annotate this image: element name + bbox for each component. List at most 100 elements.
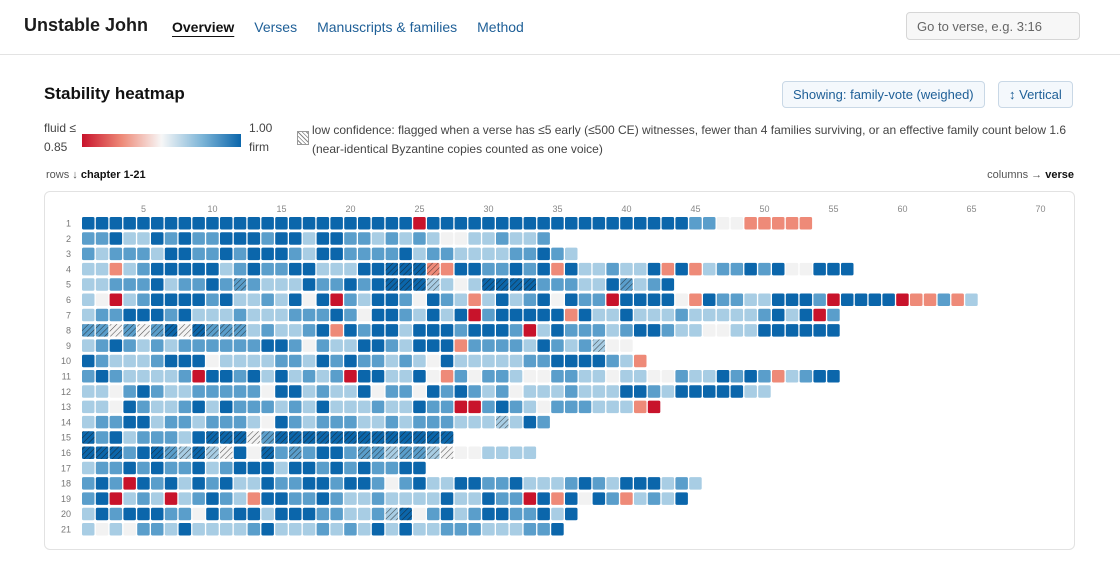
heatmap-cell[interactable] bbox=[468, 446, 481, 460]
heatmap-cell[interactable] bbox=[206, 308, 219, 322]
heatmap-cell[interactable] bbox=[758, 308, 771, 322]
heatmap-cell[interactable] bbox=[151, 446, 164, 460]
heatmap-cell[interactable] bbox=[634, 400, 647, 414]
heatmap-cell[interactable] bbox=[192, 446, 205, 460]
heatmap-cell[interactable] bbox=[647, 324, 661, 337]
heatmap-cell[interactable] bbox=[440, 446, 454, 460]
heatmap-cell[interactable] bbox=[551, 492, 564, 505]
heatmap-cell[interactable] bbox=[785, 308, 799, 322]
heatmap-cell[interactable] bbox=[330, 293, 343, 307]
heatmap-cell[interactable] bbox=[371, 278, 385, 291]
heatmap-cell[interactable] bbox=[220, 339, 233, 352]
heatmap-cell[interactable] bbox=[178, 308, 192, 322]
heatmap-cell[interactable] bbox=[578, 339, 592, 352]
heatmap-cell[interactable] bbox=[123, 507, 136, 521]
heatmap-cell[interactable] bbox=[744, 293, 757, 307]
heatmap-cell[interactable] bbox=[675, 370, 688, 383]
heatmap-cell[interactable] bbox=[509, 400, 523, 414]
heatmap-cell[interactable] bbox=[468, 247, 481, 261]
heatmap-cell[interactable] bbox=[137, 354, 150, 368]
heatmap-cell[interactable] bbox=[164, 247, 178, 261]
heatmap-cell[interactable] bbox=[496, 370, 509, 383]
heatmap-cell[interactable] bbox=[137, 217, 150, 230]
heatmap-cell[interactable] bbox=[606, 354, 619, 368]
heatmap-cell[interactable] bbox=[316, 232, 330, 245]
heatmap-cell[interactable] bbox=[164, 217, 178, 230]
heatmap-cell[interactable] bbox=[951, 293, 964, 307]
heatmap-cell[interactable] bbox=[523, 507, 537, 521]
heatmap-cell[interactable] bbox=[275, 354, 288, 368]
heatmap-cell[interactable] bbox=[399, 523, 412, 536]
heatmap-cell[interactable] bbox=[206, 262, 219, 276]
heatmap-cell[interactable] bbox=[371, 507, 385, 521]
heatmap-cell[interactable] bbox=[661, 477, 675, 490]
heatmap-cell[interactable] bbox=[509, 324, 523, 337]
heatmap-cell[interactable] bbox=[233, 431, 247, 444]
heatmap-cell[interactable] bbox=[289, 262, 302, 276]
heatmap-cell[interactable] bbox=[344, 385, 357, 398]
heatmap-cell[interactable] bbox=[220, 477, 233, 490]
heatmap-cell[interactable] bbox=[261, 400, 274, 414]
heatmap-cell[interactable] bbox=[289, 247, 302, 261]
heatmap-cell[interactable] bbox=[275, 461, 288, 475]
heatmap-cell[interactable] bbox=[813, 324, 826, 337]
heatmap-cell[interactable] bbox=[316, 247, 330, 261]
heatmap-cell[interactable] bbox=[137, 446, 150, 460]
heatmap-cell[interactable] bbox=[509, 446, 523, 460]
heatmap-cell[interactable] bbox=[675, 293, 688, 307]
heatmap-cell[interactable] bbox=[454, 492, 468, 505]
heatmap-cell[interactable] bbox=[454, 247, 468, 261]
heatmap-cell[interactable] bbox=[772, 217, 785, 230]
heatmap-cell[interactable] bbox=[413, 324, 426, 337]
heatmap-cell[interactable] bbox=[82, 385, 95, 398]
heatmap-cell[interactable] bbox=[758, 370, 771, 383]
heatmap-cell[interactable] bbox=[330, 400, 343, 414]
heatmap-cell[interactable] bbox=[730, 385, 744, 398]
heatmap-cell[interactable] bbox=[178, 446, 192, 460]
heatmap-cell[interactable] bbox=[606, 324, 619, 337]
heatmap-cell[interactable] bbox=[578, 217, 592, 230]
heatmap-cell[interactable] bbox=[206, 477, 219, 490]
heatmap-cell[interactable] bbox=[537, 308, 550, 322]
heatmap-cell[interactable] bbox=[247, 293, 261, 307]
heatmap-cell[interactable] bbox=[206, 278, 219, 291]
heatmap-cell[interactable] bbox=[730, 217, 744, 230]
heatmap-cell[interactable] bbox=[164, 262, 178, 276]
heatmap-cell[interactable] bbox=[178, 507, 192, 521]
heatmap-cell[interactable] bbox=[371, 400, 385, 414]
heatmap-cell[interactable] bbox=[289, 446, 302, 460]
heatmap-cell[interactable] bbox=[261, 446, 274, 460]
heatmap-cell[interactable] bbox=[647, 370, 661, 383]
heatmap-cell[interactable] bbox=[799, 370, 813, 383]
heatmap-cell[interactable] bbox=[316, 339, 330, 352]
heatmap-cell[interactable] bbox=[275, 217, 288, 230]
heatmap-cell[interactable] bbox=[316, 278, 330, 291]
heatmap-cell[interactable] bbox=[385, 523, 399, 536]
heatmap-cell[interactable] bbox=[178, 278, 192, 291]
heatmap-cell[interactable] bbox=[344, 492, 357, 505]
heatmap-cell[interactable] bbox=[565, 477, 578, 490]
heatmap-cell[interactable] bbox=[454, 324, 468, 337]
heatmap-cell[interactable] bbox=[427, 400, 440, 414]
heatmap-cell[interactable] bbox=[578, 262, 592, 276]
heatmap-cell[interactable] bbox=[164, 431, 178, 444]
heatmap-cell[interactable] bbox=[427, 507, 440, 521]
heatmap-cell[interactable] bbox=[509, 293, 523, 307]
heatmap-cell[interactable] bbox=[330, 431, 343, 444]
heatmap-cell[interactable] bbox=[137, 262, 150, 276]
heatmap-cell[interactable] bbox=[620, 477, 633, 490]
heatmap-cell[interactable] bbox=[82, 354, 95, 368]
heatmap-cell[interactable] bbox=[137, 400, 150, 414]
heatmap-cell[interactable] bbox=[509, 492, 523, 505]
heatmap-cell[interactable] bbox=[496, 262, 509, 276]
heatmap-cell[interactable] bbox=[192, 492, 205, 505]
heatmap-cell[interactable] bbox=[440, 217, 454, 230]
heatmap-cell[interactable] bbox=[882, 293, 895, 307]
heatmap-cell[interactable] bbox=[137, 385, 150, 398]
heatmap-cell[interactable] bbox=[592, 385, 606, 398]
heatmap-cell[interactable] bbox=[482, 247, 495, 261]
heatmap-cell[interactable] bbox=[344, 354, 357, 368]
heatmap-cell[interactable] bbox=[109, 400, 123, 414]
heatmap-cell[interactable] bbox=[206, 400, 219, 414]
heatmap-cell[interactable] bbox=[551, 385, 564, 398]
